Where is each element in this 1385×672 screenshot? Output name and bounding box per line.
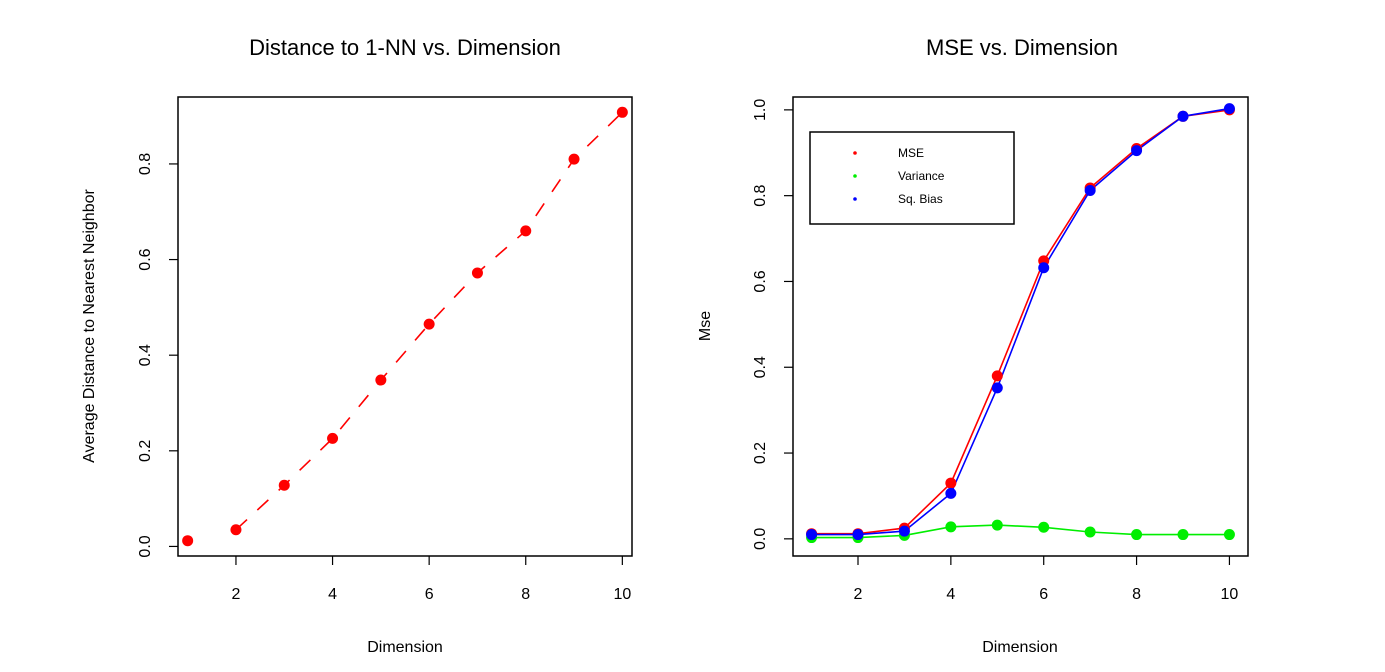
legend-entries: MSE Variance Sq. Bias [853,146,945,206]
chart-distance-1nn: Distance to 1-NN vs. Dimension 2 4 6 8 10 0.… [81,35,633,656]
data-point [991,519,1003,531]
y-tick-label: 0.4 [752,356,769,378]
data-point [423,318,435,330]
data-point [568,153,580,165]
series-line-sq-bias [811,107,1230,536]
chart-title: Distance to 1-NN vs. Dimension [249,35,561,60]
data-point [1177,529,1189,541]
x-tick-label: 4 [946,586,955,603]
data-point [182,535,194,547]
x-tick-label: 8 [521,586,530,603]
legend-marker [853,174,857,178]
y-tick-label: 0.4 [137,344,154,366]
legend-box [809,131,1015,225]
legend: MSE Variance Sq. Bias [809,131,1015,225]
data-point [991,370,1003,382]
y-axis-label: Average Distance to Nearest Neighbor [81,189,98,463]
data-point [520,225,532,237]
series-line-variance [811,524,1230,539]
data-point [1131,529,1143,541]
data-point [1223,103,1235,115]
x-tick-label: 2 [232,586,241,603]
data-point [945,487,957,499]
series-lines [811,107,1230,539]
y-tick-label: 0.6 [137,248,154,270]
data-point [327,432,339,444]
data-point [991,382,1003,394]
series-points [806,103,1235,544]
y-axis-label: Mse [697,311,714,341]
series-line-mse [811,109,1230,535]
y-axis: 0.0 0.2 0.4 0.6 0.8 [137,153,178,558]
legend-marker [853,151,857,155]
x-tick-label: 6 [1039,586,1048,603]
plot-frame [177,96,633,557]
data-point [1131,145,1143,157]
series-line [235,111,623,531]
data-point [230,524,242,536]
x-tick-label: 10 [1221,586,1239,603]
data-point [898,525,910,537]
y-axis: 0.0 0.2 0.4 0.6 0.8 1.0 [752,99,793,550]
y-tick-label: 0.0 [137,535,154,557]
x-tick-label: 10 [613,586,631,603]
data-point [806,529,818,541]
x-axis-label: Dimension [367,639,443,656]
y-tick-label: 0.8 [137,153,154,175]
y-tick-label: 0.2 [752,442,769,464]
data-point [852,529,864,541]
data-point [1084,526,1096,538]
data-point [1038,521,1050,533]
data-point [1038,262,1050,274]
legend-marker [853,197,857,201]
data-point [278,479,290,491]
y-tick-label: 0.6 [752,270,769,292]
y-tick-label: 0.2 [137,440,154,462]
y-tick-label: 0.8 [752,184,769,206]
x-axis: 2 4 6 8 10 [854,556,1239,603]
data-point [616,106,628,118]
x-tick-label: 6 [425,586,434,603]
data-point [945,521,957,533]
data-point [1177,110,1189,122]
y-tick-label: 0.0 [752,528,769,550]
x-axis: 2 4 6 8 10 [232,556,631,603]
x-tick-label: 2 [854,586,863,603]
plot-frame [792,96,1249,557]
chart-mse: MSE vs. Dimension 2 4 6 8 10 0.0 0.2 0.4 0.6 0.8… [697,35,1249,656]
legend-label: Sq. Bias [898,192,943,206]
data-point [1223,529,1235,541]
data-point [1084,185,1096,197]
x-axis-label: Dimension [982,639,1058,656]
chart-title: MSE vs. Dimension [926,35,1118,60]
legend-label: MSE [898,146,924,160]
data-point [471,267,483,279]
data-point [945,477,957,489]
series-points [182,106,628,547]
y-tick-label: 1.0 [752,99,769,121]
x-tick-label: 4 [328,586,337,603]
x-tick-label: 8 [1132,586,1141,603]
series-lines [235,111,623,531]
legend-label: Variance [898,169,945,183]
data-point [375,374,387,386]
